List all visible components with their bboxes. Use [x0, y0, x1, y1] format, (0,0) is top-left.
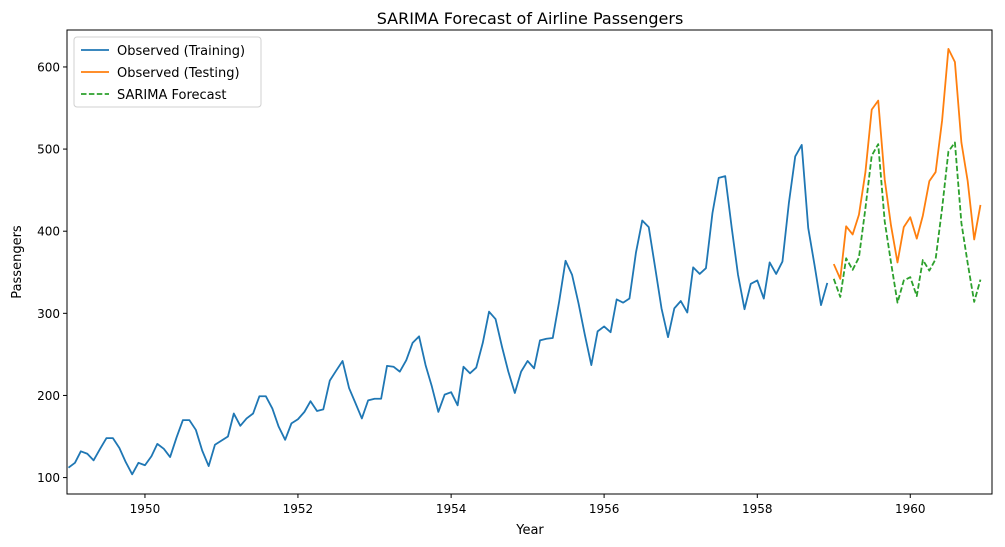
y-tick-label: 600 — [37, 60, 60, 74]
x-tick-label: 1956 — [589, 502, 620, 516]
axis-ticks: 1950 1952 1954 1956 1958 1960 100 200 300 400 500 6… — [37, 60, 925, 516]
x-tick-label: 1954 — [436, 502, 467, 516]
x-tick-label: 1960 — [895, 502, 926, 516]
y-axis-label: Passengers — [10, 225, 25, 299]
legend: Observed (Training) Observed (Testing) S… — [73, 36, 262, 108]
plot-area — [67, 47, 982, 476]
y-tick-label: 200 — [37, 389, 60, 403]
y-tick-label: 300 — [37, 307, 60, 321]
legend-label-forecast: SARIMA Forecast — [117, 88, 227, 103]
chart-title: SARIMA Forecast of Airline Passengers — [377, 9, 684, 28]
x-tick-label: 1958 — [742, 502, 773, 516]
y-tick-label: 100 — [37, 471, 60, 485]
y-tick-label: 400 — [37, 225, 60, 239]
plot-frame — [66, 29, 993, 495]
legend-label-training: Observed (Training) — [117, 44, 245, 59]
series-line-observed-training — [67, 144, 829, 476]
legend-label-testing: Observed (Testing) — [117, 66, 240, 81]
series-line-observed-testing — [832, 47, 982, 280]
x-tick-label: 1950 — [130, 502, 161, 516]
y-tick-label: 500 — [37, 143, 60, 157]
legend-box — [73, 36, 262, 108]
x-tick-label: 1952 — [283, 502, 314, 516]
x-axis-label: Year — [515, 523, 544, 538]
series-line-sarima-forecast — [832, 141, 982, 304]
